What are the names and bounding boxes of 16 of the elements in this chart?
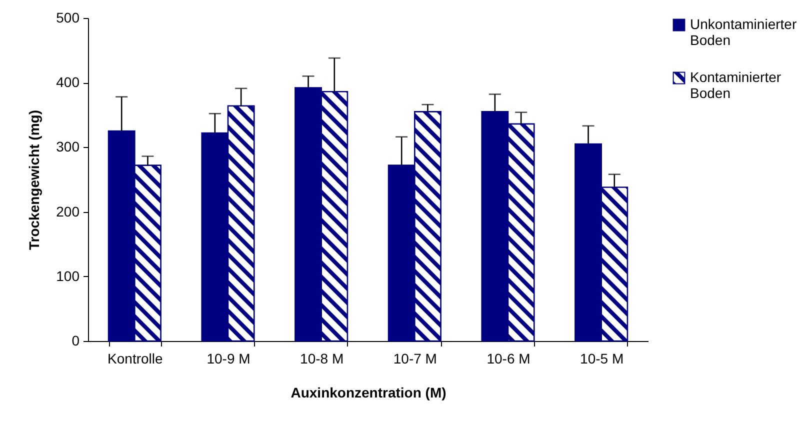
- x-tick-label: 10-6 M: [486, 350, 530, 366]
- legend-label: Unkontaminierter Boden: [690, 16, 797, 48]
- y-tick-label: 100: [56, 268, 80, 284]
- x-tick-label: Kontrolle: [108, 350, 164, 366]
- y-tick-label: 500: [56, 10, 80, 26]
- y-tick-label: 400: [56, 74, 80, 90]
- y-tick-label: 300: [56, 138, 80, 155]
- x-tick-label: 10-9 M: [206, 350, 250, 366]
- x-tick-label: 10-7 M: [393, 350, 437, 366]
- x-tick-label: 10-8 M: [300, 350, 344, 366]
- y-axis-title: Trockengewicht (mg): [26, 110, 42, 250]
- y-tick-label: 200: [56, 203, 80, 220]
- legend-label: Kontaminierter Boden: [690, 69, 782, 101]
- y-tick-label: 0: [72, 332, 80, 348]
- x-axis-title: Auxinkonzentration (M): [290, 384, 446, 400]
- x-tick-label: 10-5 M: [580, 350, 624, 366]
